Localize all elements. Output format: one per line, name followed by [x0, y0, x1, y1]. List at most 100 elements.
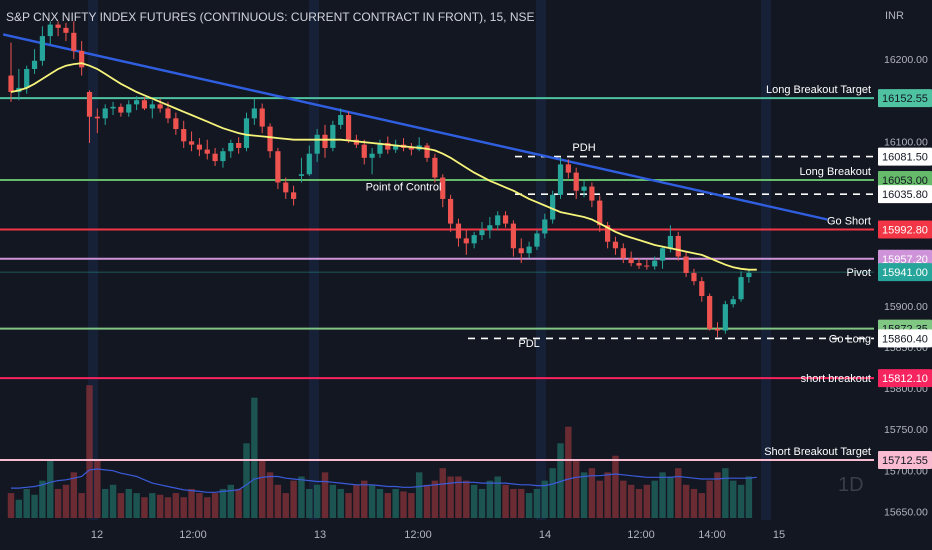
- volume-bar: [635, 488, 643, 518]
- candle-body: [424, 145, 430, 158]
- candle-body: [550, 194, 556, 220]
- level-label: Go Long: [829, 333, 871, 345]
- volume-bar: [423, 484, 431, 518]
- candle-body: [251, 108, 257, 119]
- chart-annotation: PDH: [572, 142, 595, 154]
- volume-bar: [416, 472, 423, 518]
- volume-bar: [455, 476, 462, 518]
- price-tag-label: 16035.80: [882, 189, 928, 201]
- candle-body: [79, 50, 85, 68]
- candle-body: [730, 299, 736, 305]
- candle-body: [134, 100, 140, 105]
- volume-bar: [368, 484, 376, 518]
- price-tag-label: 16053.00: [882, 175, 928, 187]
- candle-body: [267, 126, 273, 152]
- candle-body: [94, 116, 100, 119]
- price-tag: [878, 185, 932, 204]
- volume-bar: [235, 488, 242, 518]
- volume-bar: [259, 459, 266, 518]
- volume-bar: [745, 476, 753, 518]
- x-tick-label: 12:00: [627, 529, 655, 541]
- candle-body: [243, 118, 250, 148]
- volume-bar: [353, 484, 360, 518]
- volume-bar: [533, 488, 541, 518]
- volume-bar: [23, 488, 30, 518]
- candle-body: [707, 295, 713, 329]
- volume-bar: [156, 494, 164, 518]
- candle-body: [463, 238, 469, 244]
- candle-body: [534, 233, 540, 247]
- candle-body: [659, 248, 666, 261]
- candle-body: [495, 215, 501, 226]
- volume-bar: [667, 476, 674, 518]
- interval-watermark: 1D: [838, 474, 864, 496]
- volume-bar: [588, 468, 596, 518]
- candle-body: [393, 144, 399, 150]
- candle-body: [636, 263, 642, 266]
- volume-bar: [266, 472, 274, 518]
- volume-bar: [211, 493, 219, 518]
- candle-body: [542, 219, 548, 234]
- volume-bar: [180, 497, 187, 518]
- candle-body: [683, 256, 689, 273]
- candle-body: [102, 108, 108, 119]
- volume-bar: [70, 472, 77, 518]
- volume-bar: [706, 480, 713, 518]
- volume-bar: [282, 493, 289, 518]
- candle-body: [377, 143, 383, 154]
- volume-bar: [102, 488, 109, 518]
- volume-bar: [172, 493, 180, 518]
- volume-bar: [659, 472, 666, 518]
- volume-bar: [204, 497, 211, 518]
- volume-bar: [133, 493, 140, 518]
- x-tick-label: 12:00: [179, 529, 207, 541]
- volume-bar: [400, 491, 407, 518]
- candle-body: [652, 260, 658, 267]
- candle-body: [432, 157, 438, 178]
- candle-body: [691, 272, 697, 282]
- level-label: Go Short: [827, 216, 871, 228]
- candle-body: [173, 118, 179, 130]
- session-band: [536, 0, 546, 520]
- currency-label: INR: [885, 10, 904, 22]
- volume-bar: [541, 480, 548, 518]
- candle-body: [628, 258, 634, 264]
- candle-body: [275, 151, 281, 183]
- volume-bar: [313, 484, 321, 518]
- candle-body: [369, 153, 375, 158]
- candle-body: [220, 151, 226, 162]
- volume-bar: [470, 484, 478, 518]
- x-tick-label: 12: [91, 529, 103, 541]
- candle-body: [408, 147, 414, 150]
- volume-bar: [86, 385, 93, 518]
- candle-body: [699, 281, 705, 296]
- x-tick-label: 14:00: [698, 529, 726, 541]
- volume-bar: [149, 493, 156, 518]
- volume-bar: [730, 480, 737, 518]
- candle-body: [306, 153, 312, 175]
- y-tick-label: 15900.00: [884, 301, 928, 313]
- volume-bar: [557, 443, 564, 518]
- volume-bar: [196, 493, 203, 518]
- volume-bar: [274, 484, 282, 518]
- level-label: short breakout: [801, 373, 871, 385]
- candle-body: [24, 68, 30, 88]
- volume-bar: [15, 499, 23, 518]
- volume-bar: [518, 488, 525, 518]
- candle-body: [291, 192, 297, 199]
- candle-body: [8, 75, 14, 93]
- volume-bar: [54, 488, 62, 518]
- candle-body: [345, 115, 352, 140]
- volume-bar: [39, 480, 46, 518]
- volume-bar: [463, 480, 470, 518]
- candle-body: [314, 134, 320, 154]
- price-tag: [878, 220, 932, 239]
- candle-body: [518, 248, 524, 254]
- volume-bar: [643, 484, 651, 518]
- volume-bar: [117, 493, 125, 518]
- candle-body: [557, 164, 564, 195]
- volume-bar: [329, 484, 337, 518]
- session-band: [309, 0, 319, 520]
- candle-body: [298, 174, 305, 176]
